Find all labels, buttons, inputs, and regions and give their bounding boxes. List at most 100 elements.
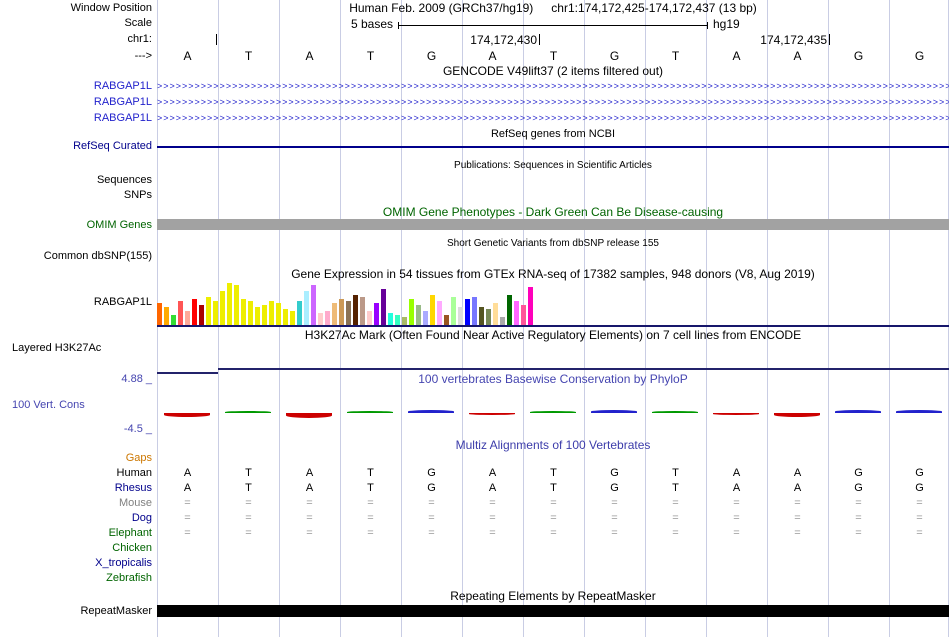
species-label-human[interactable]: Human (116, 467, 152, 479)
gtex-tissue-bar-3[interactable] (171, 315, 176, 325)
gtex-tissue-bar-7[interactable] (199, 305, 204, 325)
gtex-bar-chart (157, 283, 949, 325)
alignment-cell: = (550, 497, 557, 509)
gtex-tissue-bar-35[interactable] (395, 315, 400, 325)
gtex-tissue-bar-2[interactable] (164, 307, 169, 325)
strand-arrow-label: ---> (134, 50, 152, 62)
gene-label-rabgap1l-2[interactable]: RABGAP1L (93, 96, 152, 108)
alignment-cell: = (611, 527, 618, 539)
gtex-tissue-bar-29[interactable] (353, 295, 358, 325)
alignment-cell: = (672, 497, 679, 509)
base-gridline (767, 0, 768, 637)
gtex-tissue-bar-39[interactable] (423, 311, 428, 325)
gtex-tissue-bar-34[interactable] (388, 313, 393, 325)
species-label-chicken[interactable]: Chicken (112, 542, 152, 554)
gtex-tissue-bar-44[interactable] (458, 307, 463, 325)
gtex-tissue-bar-31[interactable] (367, 311, 372, 325)
gencode-transcript-2[interactable]: >>>>>>>>>>>>>>>>>>>>>>>>>>>>>>>>>>>>>>>>… (157, 97, 949, 107)
alignment-cell: = (306, 512, 313, 524)
gtex-tissue-bar-21[interactable] (297, 301, 302, 325)
h3k27ac-track-title: H3K27Ac Mark (Often Found Near Active Re… (304, 328, 802, 342)
alignment-cell: = (611, 497, 618, 509)
alignment-cell: A (183, 467, 192, 479)
gene-label-rabgap1l-3[interactable]: RABGAP1L (93, 112, 152, 124)
species-label-x_tropicalis[interactable]: X_tropicalis (95, 557, 152, 569)
omim-genes-label[interactable]: OMIM Genes (86, 219, 152, 231)
gtex-tissue-bar-27[interactable] (339, 299, 344, 325)
gtex-tissue-bar-47[interactable] (479, 307, 484, 325)
gtex-tissue-bar-26[interactable] (332, 303, 337, 325)
gtex-gene-label[interactable]: RABGAP1L (93, 296, 152, 308)
gtex-tissue-bar-30[interactable] (360, 297, 365, 325)
gtex-tissue-bar-13[interactable] (241, 299, 246, 325)
gtex-tissue-bar-50[interactable] (500, 317, 505, 325)
gtex-tissue-bar-42[interactable] (444, 315, 449, 325)
gtex-tissue-bar-1[interactable] (157, 303, 162, 325)
gtex-tissue-bar-20[interactable] (290, 311, 295, 325)
gtex-tissue-bar-5[interactable] (185, 311, 190, 325)
gtex-tissue-bar-9[interactable] (213, 301, 218, 325)
species-label-mouse[interactable]: Mouse (118, 497, 152, 509)
gtex-tissue-bar-45[interactable] (465, 299, 470, 325)
species-label-dog[interactable]: Dog (131, 512, 152, 524)
gtex-tissue-bar-15[interactable] (255, 307, 260, 325)
gtex-tissue-bar-38[interactable] (416, 305, 421, 325)
gtex-tissue-bar-6[interactable] (192, 299, 197, 325)
gtex-tissue-bar-36[interactable] (402, 317, 407, 325)
gtex-tissue-bar-23[interactable] (311, 285, 316, 325)
gtex-tissue-bar-4[interactable] (178, 301, 183, 325)
gtex-tissue-bar-49[interactable] (493, 303, 498, 325)
gtex-tissue-bar-16[interactable] (262, 305, 267, 325)
conservation-mark-11 (774, 413, 820, 417)
species-label-rhesus[interactable]: Rhesus (114, 482, 152, 494)
omim-gene-item[interactable] (157, 219, 949, 230)
gtex-tissue-bar-10[interactable] (220, 291, 225, 325)
repeatmasker-label[interactable]: RepeatMasker (80, 605, 152, 617)
gtex-tissue-bar-32[interactable] (374, 303, 379, 325)
ruler-base-10: A (732, 49, 741, 63)
species-label-zebrafish[interactable]: Zebrafish (106, 572, 152, 584)
gtex-tissue-bar-24[interactable] (318, 313, 323, 325)
gtex-baseline (157, 325, 949, 327)
gtex-tissue-bar-52[interactable] (514, 301, 519, 325)
gene-label-rabgap1l-1[interactable]: RABGAP1L (93, 80, 152, 92)
repeat-element-item[interactable] (157, 605, 949, 617)
gtex-tissue-bar-41[interactable] (437, 301, 442, 325)
gtex-tissue-bar-22[interactable] (304, 291, 309, 325)
refseq-curated-item[interactable] (157, 146, 949, 148)
gtex-tissue-bar-8[interactable] (206, 297, 211, 325)
gtex-tissue-bar-18[interactable] (276, 303, 281, 325)
gtex-tissue-bar-40[interactable] (430, 295, 435, 325)
publications-snps-label[interactable]: SNPs (123, 189, 152, 201)
alignment-cell: = (916, 512, 923, 524)
gtex-tissue-bar-11[interactable] (227, 283, 232, 325)
gtex-tissue-bar-33[interactable] (381, 289, 386, 325)
gtex-tissue-bar-53[interactable] (521, 305, 526, 325)
refseq-curated-label[interactable]: RefSeq Curated (73, 140, 152, 152)
gencode-transcript-1[interactable]: >>>>>>>>>>>>>>>>>>>>>>>>>>>>>>>>>>>>>>>>… (157, 81, 949, 91)
alignment-cell: G (854, 482, 863, 494)
gtex-tissue-bar-12[interactable] (234, 285, 239, 325)
gtex-tissue-bar-28[interactable] (346, 301, 351, 325)
gtex-tissue-bar-43[interactable] (451, 297, 456, 325)
gencode-transcript-3[interactable]: >>>>>>>>>>>>>>>>>>>>>>>>>>>>>>>>>>>>>>>>… (157, 113, 949, 123)
gtex-tissue-bar-54[interactable] (528, 287, 533, 325)
phylop-label[interactable]: 100 Vert. Cons (12, 399, 85, 411)
ruler-base-1: A (183, 49, 192, 63)
gtex-tissue-bar-17[interactable] (269, 301, 274, 325)
species-label-elephant[interactable]: Elephant (108, 527, 152, 539)
gtex-tissue-bar-25[interactable] (325, 311, 330, 325)
gtex-tissue-bar-19[interactable] (283, 309, 288, 325)
h3k27ac-label[interactable]: Layered H3K27Ac (12, 342, 102, 354)
window-position-label: Window Position (70, 2, 152, 14)
gtex-tissue-bar-37[interactable] (409, 299, 414, 325)
alignment-cell: = (672, 512, 679, 524)
alignment-cell: = (672, 527, 679, 539)
publications-sequences-label[interactable]: Sequences (96, 174, 152, 186)
gtex-tissue-bar-51[interactable] (507, 295, 512, 325)
gtex-tissue-bar-46[interactable] (472, 297, 477, 325)
dbsnp-label[interactable]: Common dbSNP(155) (43, 250, 152, 262)
assembly-short: hg19 (713, 17, 740, 31)
gtex-tissue-bar-48[interactable] (486, 309, 491, 325)
gtex-tissue-bar-14[interactable] (248, 301, 253, 325)
